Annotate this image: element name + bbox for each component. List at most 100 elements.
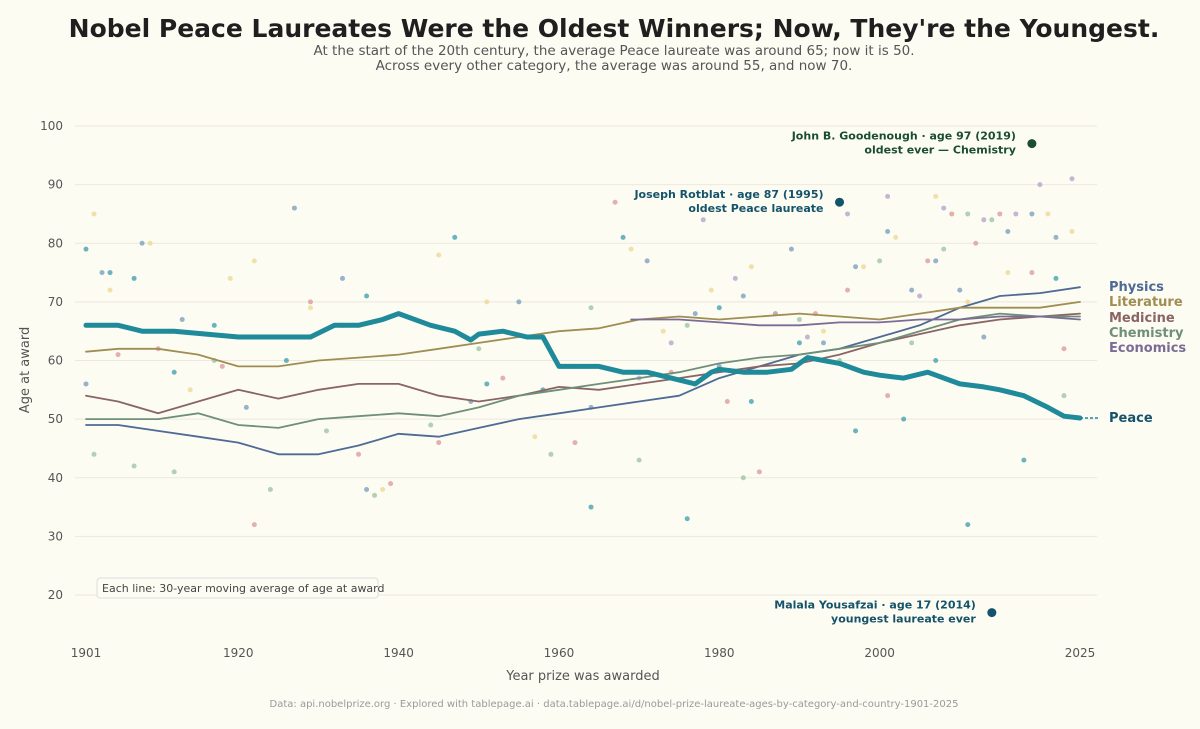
source-credit: Data: api.nobelprize.org · Explored with… [269, 699, 959, 710]
point-physics-14 [740, 293, 746, 299]
point-literature-7 [380, 486, 386, 492]
point-chemistry-8 [476, 346, 482, 352]
point-economics-7 [885, 193, 891, 199]
point-chemistry-5 [323, 428, 329, 434]
point-peace-0 [83, 246, 89, 252]
point-literature-23 [1045, 211, 1051, 217]
point-peace-13 [684, 516, 690, 522]
legend-label-literature: Literature [1109, 295, 1183, 310]
point-literature-12 [628, 246, 634, 252]
note-box: Each line: 30-year moving average of age… [96, 577, 385, 599]
point-literature-13 [660, 328, 666, 334]
point-physics-5 [291, 205, 297, 211]
point-physics-22 [981, 334, 987, 340]
legend-label-physics: Physics [1109, 280, 1164, 295]
point-economics-11 [1013, 211, 1019, 217]
point-medicine-21 [1029, 270, 1035, 276]
line-chemistry [85, 312, 1081, 429]
x-tick-2000: 2000 [864, 646, 895, 660]
point-economics-3 [732, 275, 738, 281]
scatter-points [83, 141, 1075, 616]
point-medicine-3 [251, 522, 257, 528]
point-chemistry-22 [1061, 393, 1067, 399]
point-literature-15 [748, 264, 754, 270]
line-peace [83, 311, 1083, 421]
point-physics-23 [1005, 229, 1011, 235]
point-chemistry-4 [267, 486, 273, 492]
point-literature-22 [1005, 270, 1011, 276]
line-economics [630, 315, 1081, 327]
point-physics-19 [909, 287, 915, 293]
point-physics-21 [957, 287, 963, 293]
point-economics-12 [1037, 182, 1043, 188]
y-tick-40: 40 [48, 471, 63, 485]
point-physics-1 [99, 270, 105, 276]
point-physics-0 [83, 381, 89, 387]
point-medicine-6 [388, 481, 394, 487]
x-tick-1940: 1940 [383, 646, 414, 660]
point-peace-1 [107, 270, 113, 276]
point-medicine-9 [572, 440, 578, 446]
point-literature-6 [307, 305, 313, 311]
point-medicine-12 [724, 399, 730, 405]
point-literature-1 [107, 287, 113, 293]
point-medicine-7 [436, 440, 442, 446]
annotation-dot-1 [835, 197, 845, 207]
annotation-line2-0: oldest ever — Chemistry [864, 144, 1015, 157]
point-medicine-10 [612, 199, 618, 205]
point-physics-12 [692, 311, 698, 317]
annotation-line2-1: oldest Peace laureate [688, 202, 823, 215]
point-peace-22 [1021, 457, 1027, 463]
point-medicine-13 [756, 469, 762, 475]
point-physics-11 [644, 258, 650, 264]
point-economics-9 [941, 205, 947, 211]
point-physics-7 [364, 486, 370, 492]
point-peace-19 [933, 358, 939, 363]
point-medicine-19 [973, 240, 979, 246]
point-literature-20 [933, 193, 939, 199]
note-box-frame [96, 577, 379, 599]
point-literature-0 [91, 211, 97, 217]
point-literature-2 [147, 240, 153, 246]
point-literature-8 [436, 252, 442, 258]
legend-label-medicine: Medicine [1109, 311, 1175, 326]
point-medicine-8 [500, 375, 506, 381]
point-chemistry-12 [684, 322, 690, 328]
point-chemistry-2 [171, 469, 177, 475]
y-tick-70: 70 [48, 295, 63, 309]
point-medicine-15 [845, 287, 851, 293]
point-physics-17 [853, 264, 859, 270]
point-physics-2 [139, 240, 145, 246]
annotation-line1-1: Joseph Rotblat · age 87 (1995) [633, 188, 823, 201]
point-physics-24 [1029, 211, 1035, 217]
point-physics-9 [516, 299, 522, 305]
annotation-line1-2: Malala Yousafzai · age 17 (2014) [774, 599, 976, 612]
point-economics-2 [700, 217, 706, 223]
point-literature-19 [893, 234, 899, 240]
point-peace-20 [965, 522, 971, 528]
x-tick-1980: 1980 [704, 646, 735, 660]
y-tick-90: 90 [48, 178, 63, 192]
point-chemistry-11 [636, 457, 642, 463]
y-axis-label: Age at award [18, 327, 33, 413]
annotation-dot-0 [1027, 139, 1037, 149]
point-literature-9 [484, 299, 490, 305]
chart-subtitle: At the start of the 20th century, the av… [0, 44, 1200, 74]
point-chemistry-16 [877, 258, 883, 264]
point-medicine-2 [219, 363, 225, 369]
subtitle-line-1: At the start of the 20th century, the av… [313, 43, 915, 59]
subtitle-line-2: Across every other category, the average… [375, 58, 853, 74]
point-economics-8 [917, 293, 923, 299]
point-economics-10 [981, 217, 987, 223]
point-physics-4 [243, 404, 249, 410]
point-peace-12 [620, 234, 626, 240]
point-peace-16 [796, 340, 802, 346]
point-peace-4 [211, 322, 217, 328]
y-tick-80: 80 [48, 236, 63, 250]
point-physics-25 [1053, 234, 1059, 240]
point-medicine-16 [885, 393, 891, 399]
point-peace-18 [901, 416, 907, 422]
x-axis-ticks: 1901 1920 1940 1960 1980 2000 2025 [71, 646, 1096, 660]
point-physics-16 [820, 340, 826, 346]
